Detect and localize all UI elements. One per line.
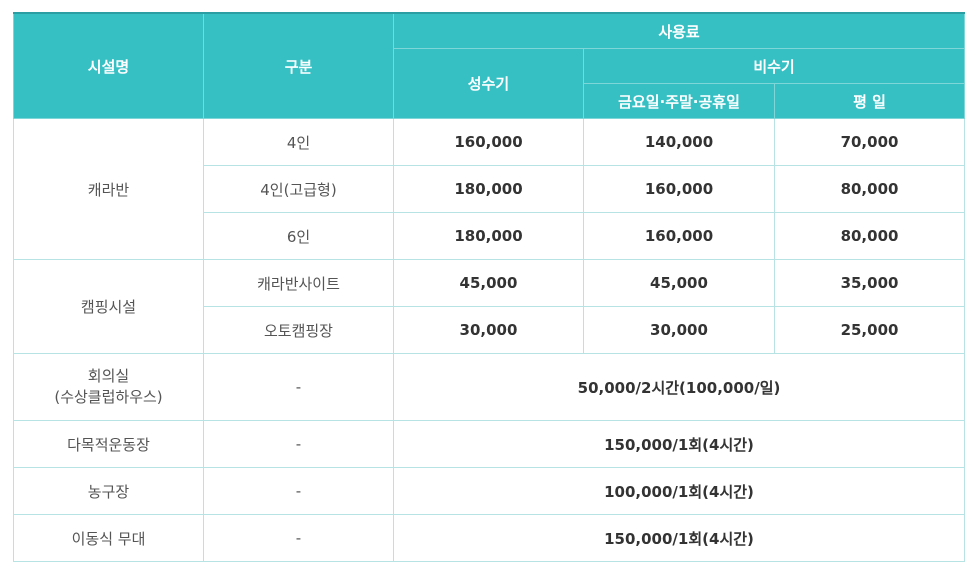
facility-name-line1: 회의실 [87,367,130,385]
header-weekday: 평 일 [773,83,966,119]
weekend-price: 160,000 [583,165,775,213]
category-cell: - [203,514,394,562]
table-row: 이동식 무대 - 150,000/1회(4시간) [13,514,966,562]
category-cell: 캐라반사이트 [203,259,394,307]
merged-fee: 100,000/1회(4시간) [392,467,966,515]
header-peak-season: 성수기 [393,48,584,119]
facility-fee-table: 시설명 구분 사용료 성수기 비수기 금요일·주말·공휴일 평 일 캐라반 4인… [13,12,966,562]
merged-fee: 50,000/2시간(100,000/일) [392,353,966,421]
table-row: 오토캠핑장 30,000 30,000 25,000 [14,306,966,354]
weekend-price: 45,000 [583,259,775,307]
category-cell: 6인 [203,212,394,260]
table-row: 다목적운동장 - 150,000/1회(4시간) [13,420,966,468]
weekend-price: 140,000 [583,118,775,166]
category-cell: 오토캠핑장 [203,306,394,354]
table-row: 캐라반 4인 160,000 140,000 70,000 [13,118,966,260]
table-row: 캠핑시설 캐라반사이트 45,000 45,000 35,000 [13,259,966,354]
facility-caravan: 캐라반 [13,118,204,260]
facility-name-line2: (수상클럽하우스) [54,388,163,406]
peak-price: 160,000 [393,118,584,166]
header-weekend-holiday: 금요일·주말·공휴일 [583,83,775,119]
merged-fee: 150,000/1회(4시간) [392,420,966,468]
weekday-price: 70,000 [773,118,966,166]
table-row: 6인 180,000 160,000 80,000 [14,212,966,260]
category-cell: - [203,467,394,515]
facility-mobile-stage: 이동식 무대 [13,514,204,562]
header-fee: 사용료 [392,12,966,49]
weekday-price: 25,000 [773,306,966,354]
category-cell: - [203,420,394,468]
facility-meeting-room: 회의실 (수상클럽하우스) [13,353,204,421]
peak-price: 45,000 [393,259,584,307]
weekday-price: 80,000 [773,165,966,213]
category-cell: 4인(고급형) [203,165,394,213]
facility-sports-field: 다목적운동장 [13,420,204,468]
merged-fee: 150,000/1회(4시간) [392,514,966,562]
weekend-price: 30,000 [583,306,775,354]
header-facility: 시설명 [13,12,204,119]
weekend-price: 160,000 [583,212,775,260]
peak-price: 30,000 [393,306,584,354]
header-off-season: 비수기 [582,48,966,84]
weekday-price: 80,000 [773,212,966,260]
category-cell: - [203,353,394,421]
peak-price: 180,000 [393,165,584,213]
header-category: 구분 [203,12,394,119]
peak-price: 180,000 [393,212,584,260]
fee-table-container: 시설명 구분 사용료 성수기 비수기 금요일·주말·공휴일 평 일 캐라반 4인… [13,12,966,562]
table-row: 농구장 - 100,000/1회(4시간) [13,467,966,515]
category-cell: 4인 [203,118,394,166]
weekday-price: 35,000 [773,259,966,307]
table-row: 4인(고급형) 180,000 160,000 80,000 [14,165,966,213]
facility-camping: 캠핑시설 [13,259,204,354]
facility-basketball-court: 농구장 [13,467,204,515]
table-row: 회의실 (수상클럽하우스) - 50,000/2시간(100,000/일) [13,353,966,421]
